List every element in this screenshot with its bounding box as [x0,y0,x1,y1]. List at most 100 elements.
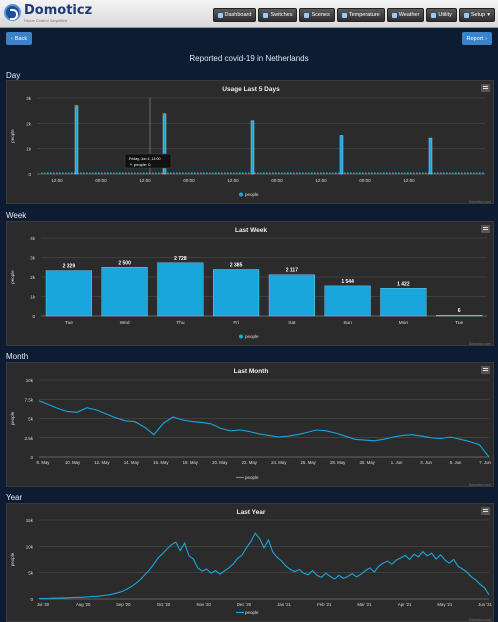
baseline-point [143,172,145,174]
back-button[interactable]: ‹ Back [6,32,33,45]
y-tick-label: 1k [26,147,32,152]
chart-title: Usage Last 5 Days [222,86,280,93]
y-tick-label: 1k [30,295,36,300]
chart-menu-icon[interactable] [481,84,490,92]
baseline-point [137,172,139,174]
x-tick-label: 5. Jun [450,460,462,465]
y-tick-label: 2k [26,121,32,126]
baseline-point [440,172,442,174]
baseline-point [167,172,169,174]
data-bar [380,288,427,317]
dashboard-icon [217,12,223,18]
baseline-point [323,172,325,174]
baseline-point [467,172,469,174]
y-tick-label: 10k [26,544,34,549]
thermometer-icon [341,12,347,18]
month-chart-panel: Last Month 0 2.5k 5k 7.5k 10k people people Domo… [6,362,494,487]
baseline-point [350,172,352,174]
data-label: 2 728 [174,256,187,262]
baseline-point [119,172,121,174]
baseline-point [101,172,103,174]
report-button[interactable]: Report › [461,32,492,45]
nav-scenes-button[interactable]: Scenes [299,8,335,22]
nav-dashboard-button[interactable]: Dashboard [212,8,257,22]
switch-icon [263,12,269,18]
data-bar [101,267,148,317]
year-chart-panel: Last Year 0 5k 10k 15k people people Domoticz.c… [6,503,494,622]
y-tick-label: 3k [30,256,36,261]
baseline-point [281,172,283,174]
tooltip-box [124,153,172,169]
baseline-point [122,172,124,174]
x-tick-label: 00:00 [183,178,195,183]
x-tick-label: 00:00 [95,178,107,183]
legend-marker [239,192,243,197]
chart-menu-icon[interactable] [481,507,490,515]
chart-menu-icon[interactable] [481,225,490,233]
y-tick-label: 3k [26,96,32,101]
data-label: 2 117 [286,268,298,274]
x-tick-label: Thu [176,320,185,326]
baseline-point [71,172,73,174]
y-tick-label: 10k [26,378,34,383]
baseline-point [104,172,106,174]
baseline-point [107,172,109,174]
baseline-point [287,172,289,174]
baseline-point [197,172,199,174]
baseline-point [335,172,337,174]
logo-subtitle: Home Control Simplified [24,18,68,23]
y-tick-label: 5k [28,571,34,576]
nav-setup-button[interactable]: Setup ▾ [458,8,495,22]
section-label-year: Year [6,493,23,502]
baseline-point [113,172,115,174]
x-tick-label: 12:00 [315,178,327,183]
y-tick-label: 0 [30,455,33,460]
baseline-point [272,172,274,174]
domoticz-logo[interactable]: Domoticz Home Control Simplified [4,4,92,24]
baseline-point [200,172,202,174]
x-tick-label: 10. May [65,460,81,465]
baseline-point [353,172,355,174]
baseline-point [425,172,427,174]
x-tick-label: 12:00 [139,178,151,183]
baseline-point [245,172,247,174]
chart-menu-icon[interactable] [481,366,490,374]
baseline-point [275,172,277,174]
baseline-point [206,172,208,174]
y-tick-label: 2.5k [24,436,33,441]
x-tick-label: 8. May [37,460,51,465]
logo-text: Domoticz [24,3,93,18]
baseline-point [62,172,64,174]
baseline-point [56,172,58,174]
baseline-point [386,172,388,174]
x-tick-label: Nov '20 [197,602,212,607]
baseline-point [338,172,340,174]
x-tick-label: Dec '20 [237,602,252,607]
credit-text: Domoticz.com [469,342,491,346]
x-tick-label: 26. May [301,460,317,465]
baseline-point [227,172,229,174]
baseline-point [299,172,301,174]
main-nav: Dashboard Switches Scenes Temperature We… [212,8,495,22]
baseline-point [191,172,193,174]
baseline-point [224,172,226,174]
baseline-point [242,172,244,174]
chart-title: Last Year [237,509,266,516]
data-label: 2 385 [230,262,243,268]
baseline-point [365,172,367,174]
baseline-point [47,172,49,174]
baseline-point [146,172,148,174]
baseline-point [140,172,142,174]
baseline-point [377,172,379,174]
x-tick-label: Aug '20 [76,602,91,607]
baseline-point [44,172,46,174]
baseline-point [152,172,154,174]
baseline-point [407,172,409,174]
nav-utility-button[interactable]: Utility [426,8,457,22]
nav-temperature-button[interactable]: Temperature [336,8,385,22]
baseline-point [401,172,403,174]
nav-weather-button[interactable]: Weather [386,8,425,22]
nav-switches-button[interactable]: Switches [258,8,298,22]
logo-icon [4,4,21,21]
x-tick-label: Mon [399,320,409,326]
